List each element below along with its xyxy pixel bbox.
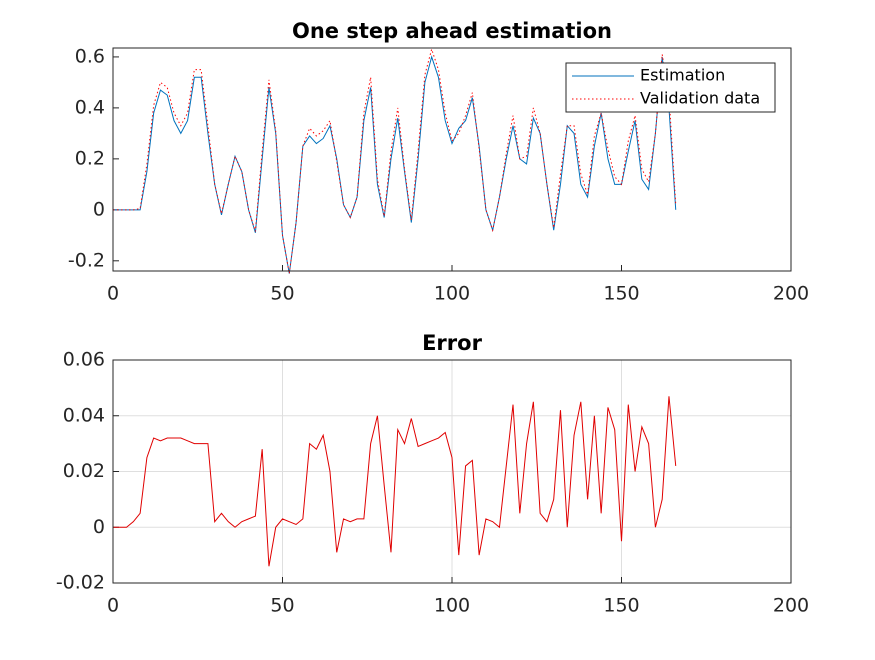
x-tick-label: 50 <box>270 595 294 617</box>
x-tick-label: 150 <box>603 595 639 617</box>
x-tick-label: 200 <box>773 283 809 305</box>
x-tick-label: 50 <box>270 283 294 305</box>
x-tick-label: 0 <box>107 283 119 305</box>
y-tick-label: 0.04 <box>63 404 105 426</box>
data-line <box>113 55 677 274</box>
x-tick-label: 200 <box>773 595 809 617</box>
legend-label: Estimation <box>640 66 725 85</box>
legend-label: Validation data <box>640 89 760 108</box>
y-tick-label: 0.6 <box>75 45 105 67</box>
y-tick-label: 0 <box>93 198 105 220</box>
x-tick-label: 0 <box>107 595 119 617</box>
y-tick-label: -0.2 <box>68 249 105 271</box>
x-tick-label: 100 <box>434 283 470 305</box>
x-tick-label: 100 <box>434 595 470 617</box>
legend: Estimation Validation data <box>565 62 776 113</box>
y-tick-label: -0.02 <box>56 572 105 594</box>
data-line <box>113 47 677 274</box>
axes-box <box>112 359 792 584</box>
y-tick-label: 0.02 <box>63 460 105 482</box>
chart-title: One step ahead estimation <box>292 19 612 43</box>
axes-box <box>112 47 792 272</box>
y-tick-label: 0.06 <box>63 349 105 371</box>
y-tick-label: 0.2 <box>75 147 105 169</box>
y-tick-label: 0.4 <box>75 96 105 118</box>
y-tick-label: 0 <box>93 516 105 538</box>
data-line <box>113 396 677 567</box>
x-tick-label: 150 <box>603 283 639 305</box>
legend-box <box>565 62 776 113</box>
chart-title: Error <box>422 331 482 355</box>
